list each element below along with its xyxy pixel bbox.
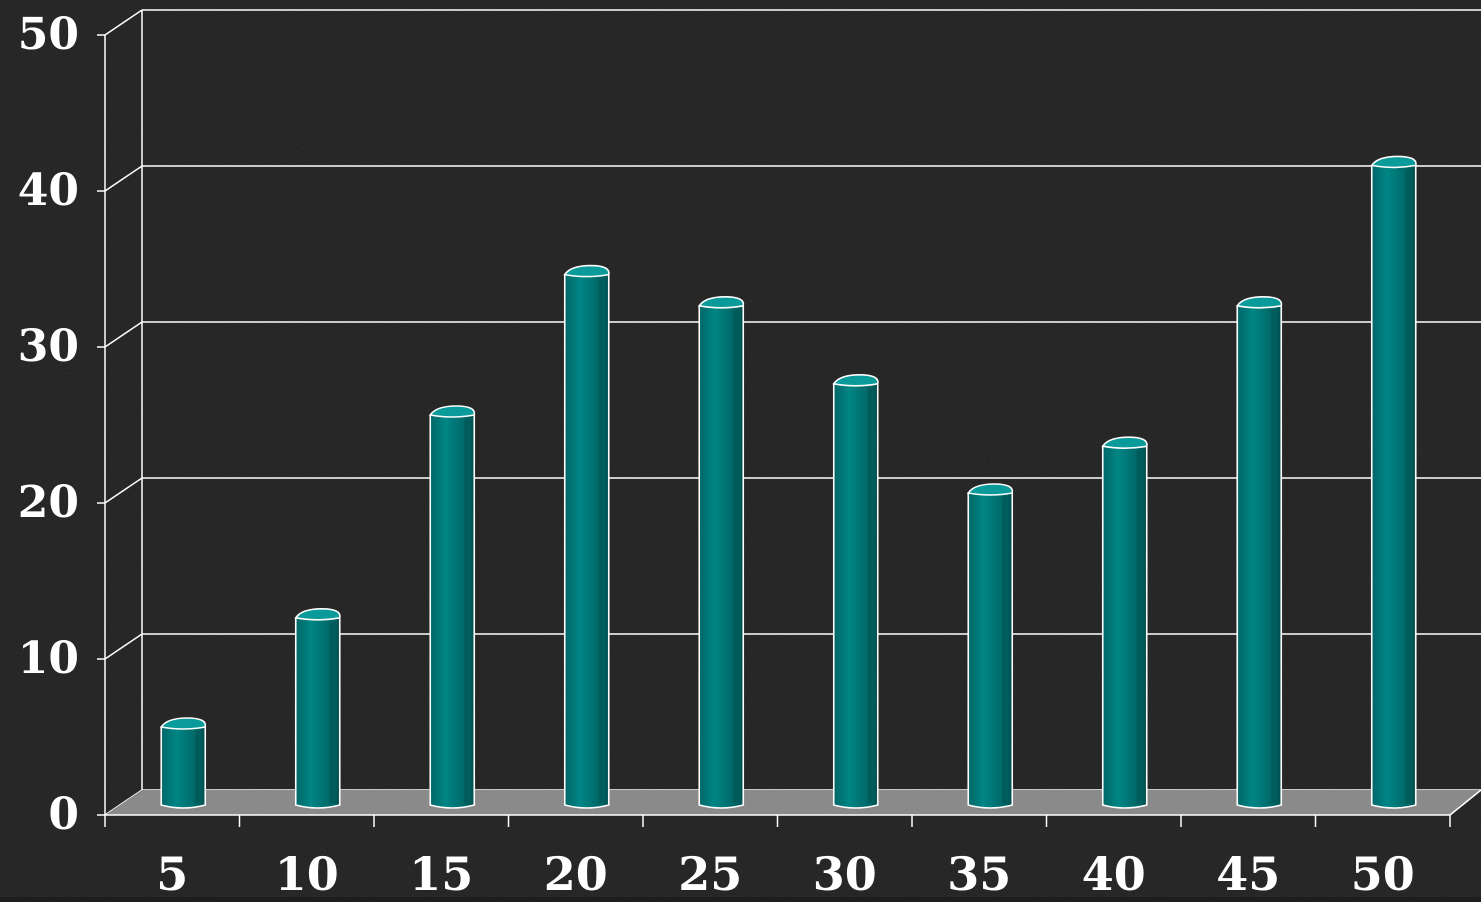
- bar-body: [1370, 164, 1417, 809]
- bar-top: [832, 373, 879, 387]
- side-gridline: [104, 9, 143, 36]
- axis-layer: 0 10 20 30 40 50 5 10 15 20 25 30 35 40 45 50: [18, 9, 1481, 901]
- y-tick-label: 10: [18, 633, 79, 684]
- bar: [294, 607, 341, 809]
- floor-edge: [1449, 789, 1481, 816]
- x-tick-label: 20: [544, 847, 608, 897]
- x-tick-label: 25: [678, 847, 742, 897]
- y-tick-label: 30: [18, 321, 79, 372]
- bar: [1235, 295, 1283, 809]
- x-tick-label: 10: [275, 847, 339, 897]
- x-tick-label: 40: [1082, 847, 1146, 897]
- y-tick-label: 50: [18, 9, 79, 60]
- bar-body: [832, 383, 879, 809]
- side-gridline: [104, 321, 143, 348]
- bars-layer: [159, 155, 1417, 809]
- bar-body: [1101, 445, 1148, 809]
- bar-top: [428, 405, 476, 418]
- bar-top: [966, 483, 1014, 496]
- bar: [966, 483, 1014, 809]
- bar: [1101, 436, 1148, 809]
- bar-top: [563, 264, 610, 278]
- bar: [1370, 155, 1417, 809]
- bar-top: [1235, 295, 1283, 309]
- x-tick-label: 5: [156, 847, 188, 897]
- bar-body: [429, 414, 476, 809]
- side-gridline: [104, 477, 143, 504]
- bar: [159, 717, 207, 809]
- x-tick-label: 50: [1351, 847, 1415, 897]
- bar-top: [294, 607, 341, 621]
- x-tick-label: 45: [1216, 847, 1280, 897]
- bar-body: [967, 492, 1014, 809]
- x-tick-label: 35: [947, 847, 1011, 897]
- y-tick-label: 40: [18, 165, 79, 216]
- x-tick-label: 30: [813, 847, 877, 897]
- side-gridline: [104, 633, 143, 660]
- bar-top: [1370, 155, 1417, 169]
- bar: [428, 405, 476, 809]
- y-tick-label: 20: [18, 477, 79, 528]
- bar-body: [160, 726, 207, 809]
- bar-top: [1101, 436, 1148, 449]
- bar-body: [698, 305, 745, 809]
- bar-body: [563, 273, 610, 809]
- bar-body: [294, 617, 341, 809]
- side-gridline: [104, 165, 143, 192]
- y-tick-label: 0: [48, 789, 79, 840]
- bar-top: [159, 717, 207, 730]
- bar: [697, 295, 745, 809]
- bar: [832, 373, 879, 809]
- x-tick-label: 15: [409, 847, 473, 897]
- bar-body: [1236, 305, 1283, 809]
- bar-top: [697, 295, 745, 309]
- bar: [563, 264, 610, 809]
